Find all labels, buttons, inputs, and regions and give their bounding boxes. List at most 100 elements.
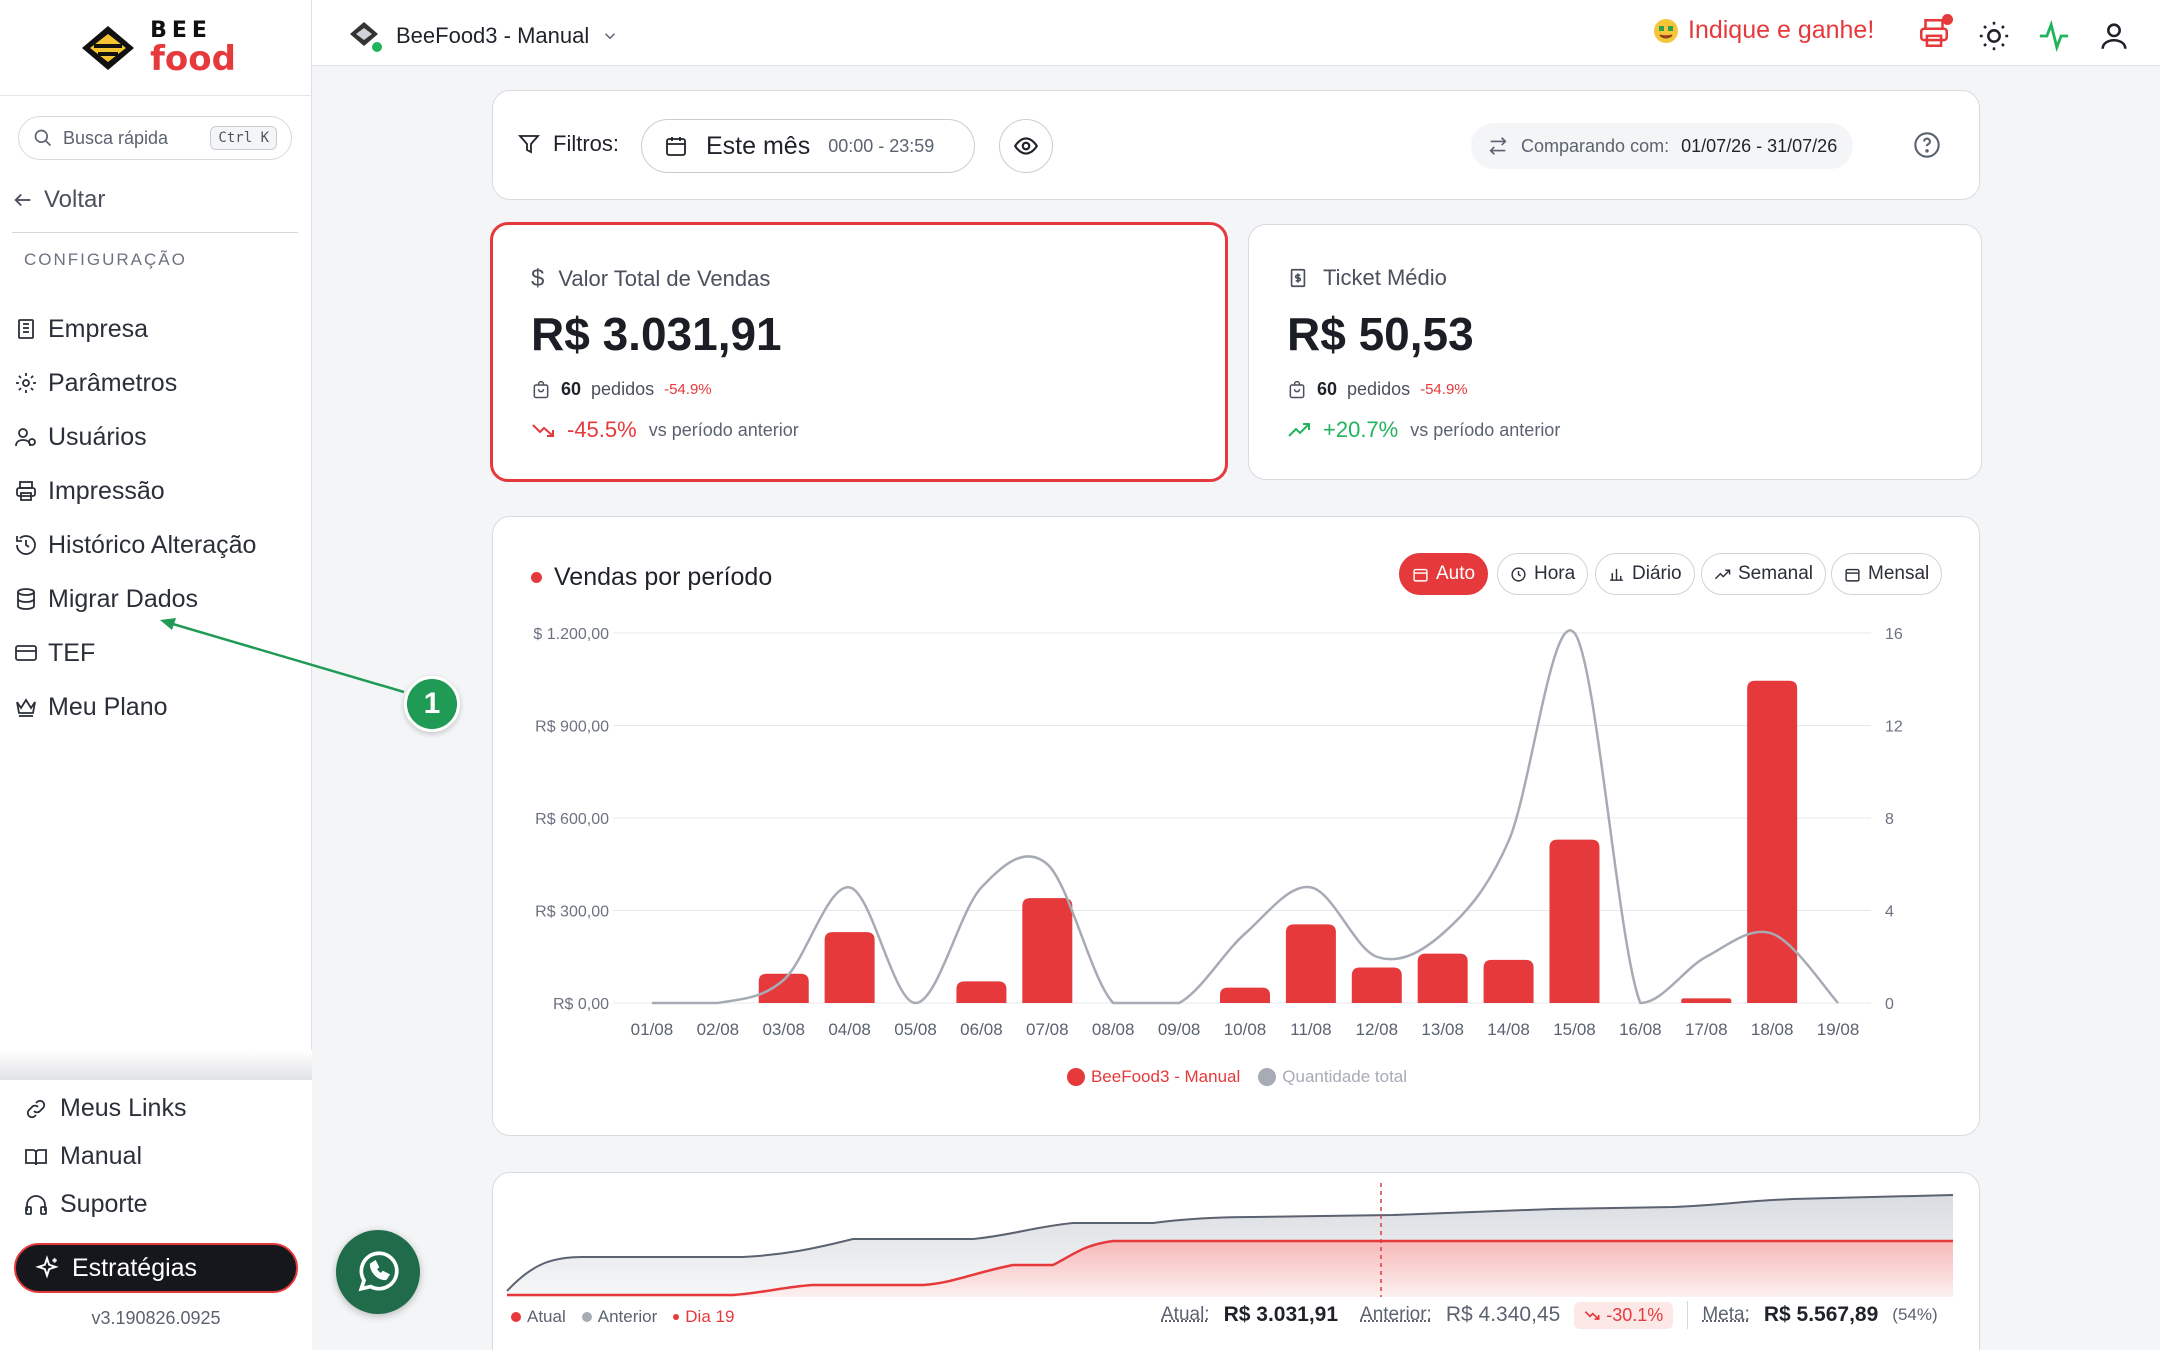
section-label: CONFIGURAÇÃO [24,250,187,270]
store-selector[interactable]: BeeFood3 - Manual [348,18,619,54]
sun-icon[interactable] [1977,19,2011,53]
legend-label: Anterior [598,1307,658,1327]
granularity-label: Semanal [1738,563,1813,585]
search-placeholder: Busca rápida [63,128,168,149]
x-tick-label: 15/08 [1553,1020,1596,1039]
granularity-label: Hora [1534,563,1575,585]
x-tick-label: 12/08 [1356,1020,1399,1039]
legend-dia: Dia 19 [673,1307,734,1327]
y-tick-label: R$ 900,00 [535,719,609,736]
bar [1681,998,1731,1003]
printer-status-button[interactable] [1917,16,1951,55]
x-tick-label: 04/08 [828,1020,871,1039]
sidebar-item-label: Impressão [48,477,165,506]
atual-label: Atual: [1161,1304,1210,1326]
sidebar-item-migrar-dados[interactable]: Migrar Dados [14,572,256,626]
sidebar-item-historico[interactable]: Histórico Alteração [14,518,256,572]
granularity-hora[interactable]: Hora [1497,553,1588,595]
kpi-change-value: +20.7% [1323,417,1398,443]
anterior-label: Anterior: [1360,1304,1432,1326]
sidebar-item-label: Usuários [48,423,147,452]
x-tick-label: 09/08 [1158,1020,1201,1039]
trend-stats: Atual: R$ 3.031,91 Anterior: R$ 4.340,45… [1161,1301,1938,1329]
x-tick-label: 06/08 [960,1020,1003,1039]
kpi-value: R$ 50,53 [1287,307,1474,361]
settings-nav: Empresa Parâmetros Usuários Impressão Hi… [14,302,256,734]
legend-item-sales[interactable]: BeeFood3 - Manual [1067,1067,1240,1087]
link-icon [24,1097,48,1121]
chart-legend: BeeFood3 - Manual Quantidade total [493,1067,1981,1087]
sidebar-item-label: Migrar Dados [48,585,198,614]
bar [1352,968,1402,1003]
legend-swatch [1258,1068,1276,1086]
quick-search-input[interactable]: Busca rápida Ctrl K [18,116,292,160]
bar [1418,954,1468,1003]
sidebar-scroll-shade [0,1050,312,1080]
y2-tick-label: 0 [1885,996,1894,1013]
kpi-average-ticket[interactable]: Ticket Médio R$ 50,53 60 pedidos -54.9% … [1248,224,1982,480]
sidebar-item-suporte[interactable]: Suporte [24,1190,148,1219]
x-tick-label: 07/08 [1026,1020,1069,1039]
sidebar-item-label: Manual [60,1142,142,1171]
x-tick-label: 18/08 [1751,1020,1794,1039]
kpi-value: R$ 3.031,91 [531,307,782,361]
granularity-diario[interactable]: Diário [1595,553,1695,595]
filters-bar: Filtros: Este mês 00:00 - 23:59 Comparan… [492,90,1980,200]
granularity-mensal[interactable]: Mensal [1831,553,1942,595]
strategies-button[interactable]: Estratégias [14,1243,298,1293]
logo[interactable]: BEE food [0,0,312,96]
sidebar-item-empresa[interactable]: Empresa [14,302,256,356]
sidebar-item-meus-links[interactable]: Meus Links [24,1094,186,1123]
brand-line-2: food [150,42,236,76]
history-icon [14,533,38,557]
sidebar-item-parametros[interactable]: Parâmetros [14,356,256,410]
divider [12,232,298,233]
period-selector[interactable]: Este mês 00:00 - 23:59 [641,119,975,173]
kpi-change-value: -45.5% [567,417,637,443]
help-icon[interactable] [1913,131,1941,159]
filter-icon [517,132,541,156]
search-icon [33,128,53,148]
legend-swatch [673,1314,679,1320]
granularity-semanal[interactable]: Semanal [1701,553,1826,595]
back-link[interactable]: Voltar [12,186,105,214]
compare-period[interactable]: Comparando com: 01/07/26 - 31/07/26 [1471,123,1853,169]
back-label: Voltar [44,186,105,214]
bar [1220,988,1270,1003]
bar [1022,898,1072,1003]
period-label: Este mês [706,132,810,161]
bar [759,974,809,1003]
sidebar-item-manual[interactable]: Manual [24,1142,142,1171]
sidebar-item-impressao[interactable]: Impressão [14,464,256,518]
orders-count: 60 [561,379,581,400]
calendar-icon [1844,566,1861,583]
arrow-left-icon [12,189,34,211]
sidebar-item-label: Meu Plano [48,693,168,722]
kpi-title: $ Valor Total de Vendas [531,265,770,293]
legend-item-quantity[interactable]: Quantidade total [1258,1067,1407,1087]
y-tick-label: R$ 300,00 [535,904,609,921]
whatsapp-button[interactable] [336,1230,420,1314]
visibility-toggle[interactable] [999,119,1053,173]
sidebar-item-label: TEF [48,639,95,668]
kpi-title-text: Ticket Médio [1323,265,1447,291]
sidebar-item-tef[interactable]: TEF [14,626,256,680]
bar [1549,840,1599,1003]
legend-swatch [582,1312,592,1322]
bar [1747,681,1797,1003]
sidebar-item-usuarios[interactable]: Usuários [14,410,256,464]
strategies-label: Estratégias [72,1254,197,1283]
sidebar-item-meu-plano[interactable]: Meu Plano [14,680,256,734]
activity-icon[interactable] [2037,19,2071,53]
referral-link[interactable]: Indique e ganhe! [1652,16,1874,45]
compare-range: 01/07/26 - 31/07/26 [1681,136,1837,157]
kpi-orders: 60 pedidos -54.9% [531,379,712,400]
trend-down-icon [1584,1307,1600,1323]
meta-percent: (54%) [1892,1305,1937,1325]
granularity-auto[interactable]: Auto [1399,553,1488,595]
filters-label: Filtros: [553,131,619,157]
user-icon[interactable] [2097,19,2131,53]
x-tick-label: 13/08 [1421,1020,1464,1039]
sparkles-icon [34,1255,60,1281]
kpi-total-sales[interactable]: $ Valor Total de Vendas R$ 3.031,91 60 p… [490,222,1228,482]
